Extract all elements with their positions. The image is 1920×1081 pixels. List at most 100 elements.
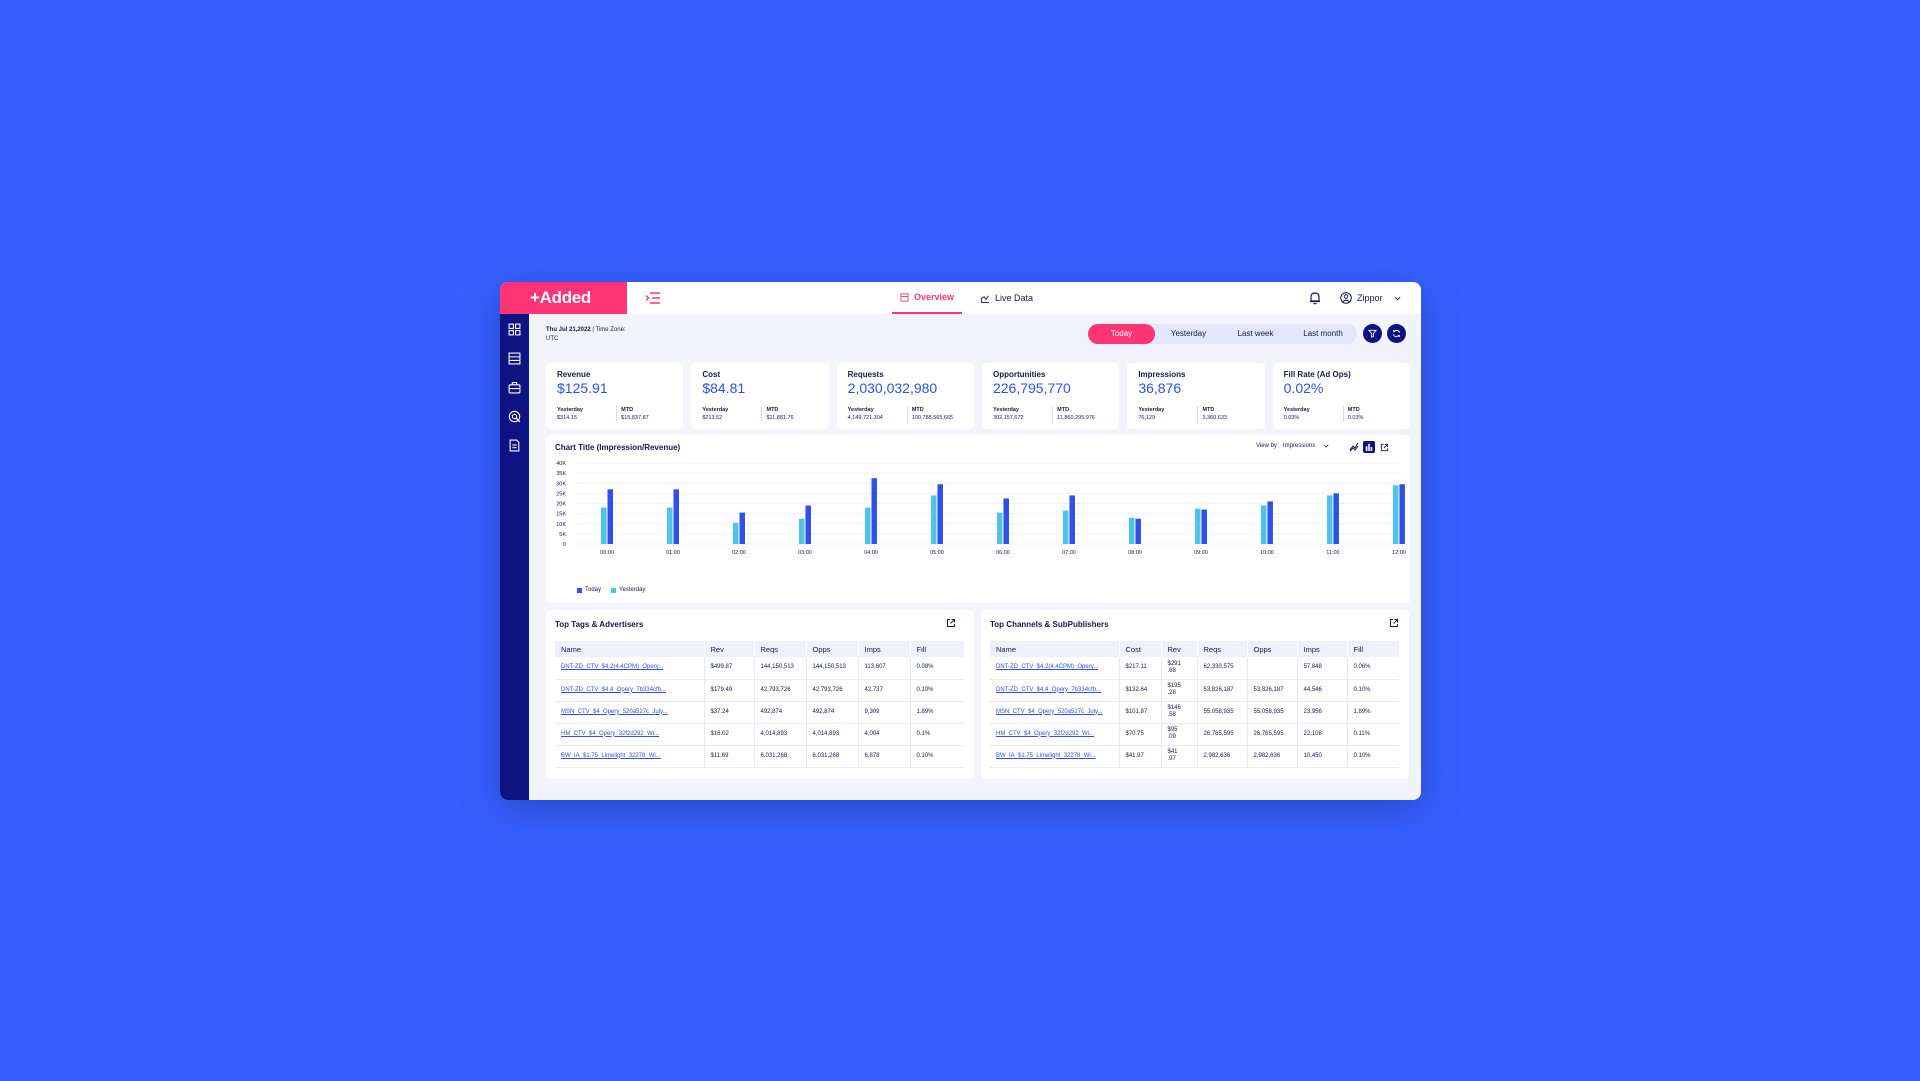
table-cell: 44,546 bbox=[1297, 679, 1348, 702]
bar-today[interactable] bbox=[1003, 498, 1009, 544]
bar-today[interactable] bbox=[805, 505, 811, 544]
bar-yesterday[interactable] bbox=[1392, 485, 1399, 544]
range-yesterday[interactable]: Yesterday bbox=[1170, 329, 1207, 338]
column-header[interactable]: Imps bbox=[858, 641, 911, 657]
bar-yesterday[interactable] bbox=[1062, 510, 1069, 544]
kpi-yesterday-value: 4,149,721,304 bbox=[847, 415, 883, 421]
row-name-link[interactable]: DNT-ZD_CTV_$4.2(4.4CPM)_Opery... bbox=[990, 657, 1120, 680]
app-window: +Added Overview Live Data Zippor bbox=[500, 282, 1421, 800]
table-cell: $70.75 bbox=[1119, 723, 1162, 746]
range-last-month[interactable]: Last month bbox=[1303, 329, 1343, 338]
top-bar: +Added Overview Live Data Zippor bbox=[500, 282, 1421, 314]
x-tick-label: 11:00 bbox=[1326, 550, 1339, 556]
table-title: Top Tags & Advertisers bbox=[555, 620, 644, 629]
bar-today[interactable] bbox=[607, 489, 614, 544]
column-header[interactable]: Opps bbox=[1247, 641, 1298, 657]
row-name-link[interactable]: HM_CTV_$4_Opery_32f2d292_Wi... bbox=[990, 723, 1120, 746]
column-header[interactable]: Reqs bbox=[754, 641, 807, 657]
bar-today[interactable] bbox=[1399, 484, 1405, 544]
external-link-icon[interactable] bbox=[1389, 618, 1399, 628]
x-tick-label: 00:00 bbox=[600, 550, 614, 556]
document-icon[interactable] bbox=[508, 439, 521, 452]
bar-yesterday[interactable] bbox=[1128, 517, 1135, 544]
bar-yesterday[interactable] bbox=[996, 512, 1003, 544]
table-row: MSN_CTV_$4_Opery_520a527c_July... $37.24 4… bbox=[555, 701, 964, 724]
row-name-link[interactable]: MSN_CTV_$4_Opery_520a527c_July... bbox=[990, 701, 1120, 724]
table-icon[interactable] bbox=[508, 352, 521, 365]
bar-yesterday[interactable] bbox=[1326, 495, 1333, 544]
row-name-link[interactable]: BW_IA_$1.75_Limelight_32278_Wi... bbox=[990, 745, 1120, 768]
column-header[interactable]: Cost bbox=[1119, 641, 1162, 657]
bar-today[interactable] bbox=[1135, 518, 1141, 544]
range-last-week[interactable]: Last week bbox=[1237, 329, 1274, 338]
tab-overview[interactable]: Overview bbox=[892, 282, 962, 314]
filter-button[interactable] bbox=[1363, 324, 1382, 343]
column-header[interactable]: Rev bbox=[704, 641, 755, 657]
bar-yesterday[interactable] bbox=[1260, 505, 1267, 544]
kpi-label: Opportunities bbox=[992, 370, 1046, 379]
bar-today[interactable] bbox=[1333, 493, 1339, 544]
chevron-down-icon bbox=[1323, 444, 1329, 448]
bar-today[interactable] bbox=[871, 478, 877, 544]
row-name-link[interactable]: HM_CTV_$4_Opery_32f2d292_Wi... bbox=[555, 723, 705, 746]
row-name-link[interactable]: DNT-ZD_CTV_$4.4_Opery_7b334cfb... bbox=[990, 679, 1120, 702]
tab-overview-label: Overview bbox=[913, 292, 955, 302]
view-by-select[interactable]: Impressions bbox=[1283, 443, 1329, 449]
menu-collapse-icon[interactable] bbox=[645, 290, 661, 306]
bar-yesterday[interactable] bbox=[930, 495, 937, 544]
range-today[interactable]: Today bbox=[1088, 324, 1155, 344]
row-name-link[interactable]: DNT-ZD_CTV_$4.2(4.4CPM)_Opery... bbox=[555, 657, 705, 680]
bar-yesterday[interactable] bbox=[601, 507, 607, 544]
column-header[interactable]: Imps bbox=[1297, 641, 1348, 657]
table-title: Top Channels & SubPublishers bbox=[990, 620, 1109, 629]
tab-live-data[interactable]: Live Data bbox=[980, 282, 1040, 314]
column-header[interactable]: Fill bbox=[910, 641, 964, 657]
table-cell: 492,874 bbox=[754, 701, 807, 724]
kpi-yesterday-label: Yesterday bbox=[1138, 407, 1165, 413]
kpi-yesterday-value: 76,129 bbox=[1138, 415, 1156, 421]
column-header[interactable]: Name bbox=[990, 641, 1120, 657]
bar-today[interactable] bbox=[673, 489, 679, 544]
bar-today[interactable] bbox=[1267, 501, 1273, 544]
kpi-yesterday-label: Yesterday bbox=[557, 407, 583, 413]
kpi-yesterday-value: 302,157,672 bbox=[992, 415, 1024, 421]
table-cell: 42,737 bbox=[858, 679, 911, 702]
bar-yesterday[interactable] bbox=[798, 518, 805, 544]
bar-yesterday[interactable] bbox=[1194, 508, 1201, 544]
kpi-mtd-value: 11,860,295,976 bbox=[1057, 415, 1095, 421]
legend-item-today: Today bbox=[577, 587, 601, 593]
bar-today[interactable] bbox=[937, 484, 943, 544]
bar-yesterday[interactable] bbox=[666, 507, 673, 544]
kpi-mtd-value: $15,837.87 bbox=[621, 415, 649, 421]
bar-chart-toggle[interactable] bbox=[1363, 441, 1375, 453]
refresh-button[interactable] bbox=[1387, 324, 1406, 343]
bar-today[interactable] bbox=[1069, 495, 1075, 544]
column-header[interactable]: Fill bbox=[1347, 641, 1399, 657]
line-chart-toggle[interactable] bbox=[1348, 441, 1360, 453]
column-header[interactable]: Rev bbox=[1161, 641, 1198, 657]
row-name-link[interactable]: MSN_CTV_$4_Opery_520a527c_July... bbox=[555, 701, 705, 724]
column-header[interactable]: Reqs bbox=[1197, 641, 1248, 657]
briefcase-icon[interactable] bbox=[508, 381, 521, 394]
table-row: HM_CTV_$4_Opery_32f2d292_Wi... $70.75 $95 … bbox=[990, 723, 1399, 746]
user-menu[interactable]: Zippor bbox=[1340, 282, 1401, 314]
dashboard-icon[interactable] bbox=[508, 323, 521, 336]
notification-bell-icon[interactable] bbox=[1308, 291, 1322, 305]
bar-today[interactable] bbox=[1201, 509, 1207, 544]
external-link-icon[interactable] bbox=[946, 618, 956, 628]
row-name-link[interactable]: BW_IA_$1.75_Limelight_32278_Wi... bbox=[555, 745, 705, 768]
y-tick-label: 20K bbox=[556, 502, 566, 508]
column-header[interactable]: Name bbox=[555, 641, 705, 657]
bar-yesterday[interactable] bbox=[732, 522, 739, 544]
kpi-label: Cost bbox=[702, 370, 721, 379]
table-cell: 0.10% bbox=[910, 745, 964, 768]
bar-yesterday[interactable] bbox=[864, 507, 871, 544]
table-cell: $41.97 bbox=[1119, 745, 1162, 768]
row-name-link[interactable]: DNT-ZD_CTV_$4.4_Opery_7b334cfb... bbox=[555, 679, 705, 702]
bar-today[interactable] bbox=[739, 512, 745, 544]
chart-expand-button[interactable] bbox=[1378, 441, 1390, 453]
column-header[interactable]: Opps bbox=[806, 641, 859, 657]
target-icon[interactable] bbox=[508, 410, 521, 423]
kpi-label: Requests bbox=[847, 370, 884, 379]
chart-title: Chart Title (Impression/Revenue) bbox=[555, 443, 681, 452]
